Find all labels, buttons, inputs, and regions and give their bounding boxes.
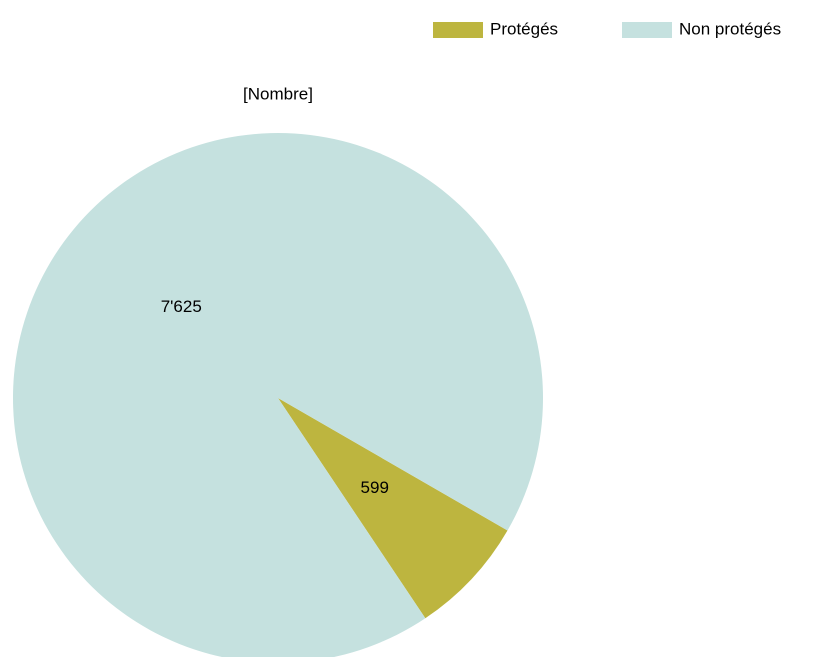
legend-label: Protégés [490, 19, 558, 38]
pie-slice [13, 132, 543, 657]
legend-label: Non protégés [679, 19, 781, 38]
legend-swatch [622, 22, 672, 38]
data-label: 7'625 [161, 297, 202, 316]
chart-title: [Nombre] [243, 84, 313, 103]
pie-slice [278, 398, 508, 619]
legend-swatch [433, 22, 483, 38]
data-label: 599 [361, 478, 389, 497]
